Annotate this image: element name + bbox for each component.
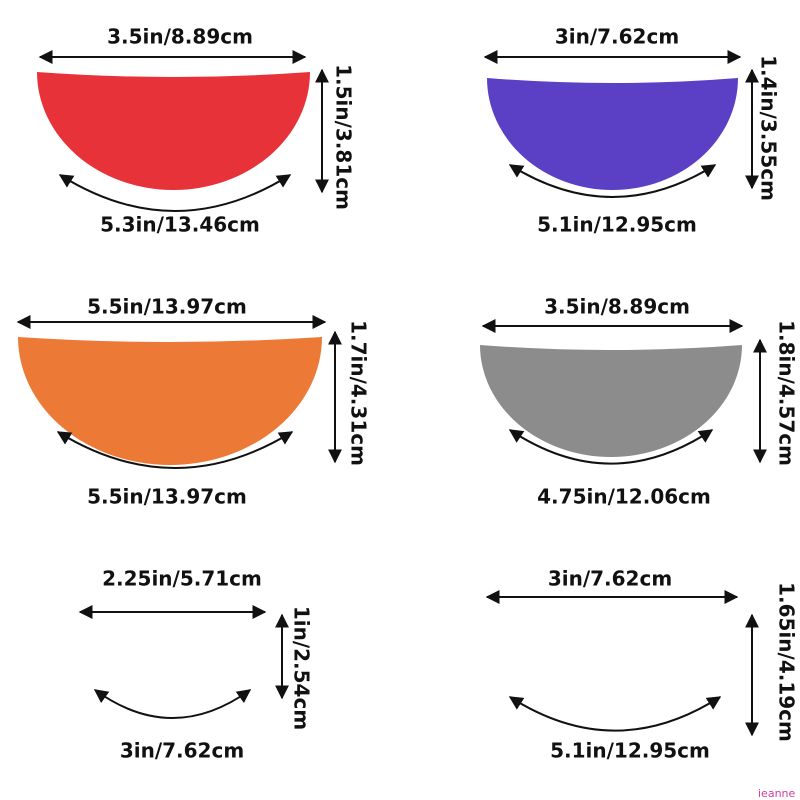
arc-arrow <box>508 696 722 732</box>
height-label: 1in/2.54cm <box>290 606 314 730</box>
mat-shape <box>480 345 742 457</box>
arc-label: 3in/7.62cm <box>120 739 244 763</box>
mat-shape <box>37 72 310 190</box>
height-label: 1.7in/4.31cm <box>347 320 371 466</box>
width-label: 3in/7.62cm <box>555 25 679 49</box>
arc-label: 4.75in/12.06cm <box>537 485 711 509</box>
arc-arrow <box>56 431 294 469</box>
mat-shape <box>487 78 738 190</box>
width-label: 3.5in/8.89cm <box>107 25 253 49</box>
height-label: 1.5in/3.81cm <box>332 64 356 210</box>
arc-arrow <box>508 164 717 198</box>
arc-arrow <box>58 174 292 212</box>
arc-arrow <box>508 429 714 465</box>
watermark: ieanne <box>758 787 796 800</box>
arc-arrow <box>93 689 252 719</box>
arc-label: 5.1in/12.95cm <box>537 213 697 237</box>
height-label: 1.65in/4.19cm <box>775 582 799 742</box>
width-label: 2.25in/5.71cm <box>102 567 262 591</box>
width-label: 3in/7.62cm <box>548 567 672 591</box>
arc-label: 5.1in/12.95cm <box>550 739 710 763</box>
height-label: 1.8in/4.57cm <box>775 320 799 466</box>
arc-label: 5.3in/13.46cm <box>100 213 260 237</box>
width-label: 3.5in/8.89cm <box>544 295 690 319</box>
arc-label: 5.5in/13.97cm <box>87 485 247 509</box>
height-label: 1.4in/3.55cm <box>757 55 781 201</box>
width-label: 5.5in/13.97cm <box>87 295 247 319</box>
